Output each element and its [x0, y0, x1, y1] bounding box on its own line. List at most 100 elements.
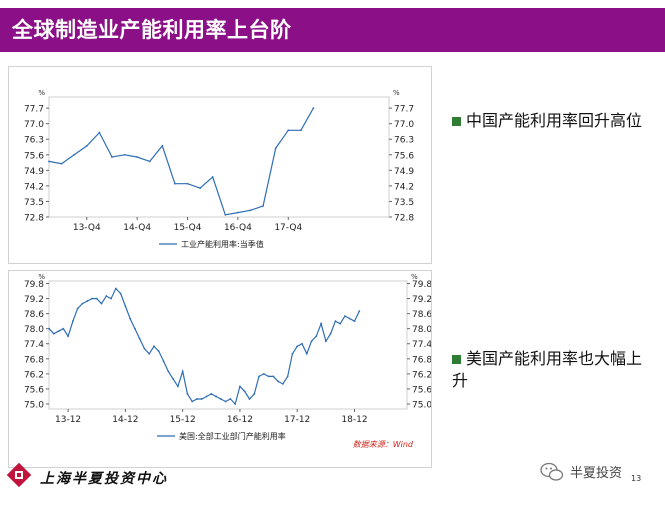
data-point	[181, 370, 184, 373]
slide-title: 全球制造业产能利用率上台阶	[12, 18, 292, 42]
data-point	[52, 332, 55, 335]
data-point	[272, 375, 275, 378]
data-point	[123, 153, 126, 156]
data-point	[296, 345, 299, 348]
bullet-china: 中国产能利用率回升高位	[452, 110, 652, 132]
bullet-square-icon	[452, 355, 461, 364]
data-point	[305, 352, 308, 355]
us-capacity-chart-panel: %% 79.8 79.8 79.2 79.2 78.6 78.6 78.0 78.0 77.4 77…	[8, 270, 432, 468]
y-unit-left: %	[38, 89, 45, 97]
data-point	[248, 398, 251, 400]
y-tick-label-left: 75.6	[24, 151, 44, 161]
data-point	[301, 342, 303, 345]
y-tick-label-left: 74.9	[24, 167, 44, 177]
legend-label: 美国:全部工业部门产能利用率	[179, 431, 286, 441]
x-tick-label: 14-Q4	[123, 223, 151, 233]
data-point	[172, 377, 175, 380]
y-tick-label-right: 79.2	[412, 295, 431, 305]
x-tick-label: 15-Q4	[174, 223, 202, 233]
bullet-text-china: 中国产能利用率回升高位	[466, 111, 643, 130]
y-tick-label-left: 73.5	[24, 198, 44, 208]
page-number: 13	[631, 474, 642, 483]
data-point	[211, 176, 214, 178]
data-point	[281, 383, 284, 385]
bullet-text-us: 美国产能利用率也大幅上升	[452, 349, 643, 390]
y-tick-label-left: 72.8	[24, 214, 44, 224]
data-point	[320, 322, 322, 325]
x-tick-label: 13-Q4	[73, 223, 101, 233]
data-point	[210, 393, 213, 395]
bullet-us: 美国产能利用率也大幅上升	[452, 348, 652, 392]
data-point	[167, 370, 170, 373]
y-tick-label-left: 75.0	[24, 400, 44, 410]
x-tick-label: 16-12	[227, 415, 253, 425]
data-point	[253, 393, 256, 395]
data-point	[148, 160, 151, 163]
y-tick-label-left: 79.8	[24, 280, 44, 290]
data-point	[334, 320, 337, 323]
data-point	[236, 211, 239, 214]
y-tick-label-left: 77.7	[24, 105, 44, 115]
legend-label: 工业产能利用率:当季值	[181, 239, 264, 249]
data-point	[81, 302, 84, 305]
company-name: 上海半夏投资中心	[40, 471, 168, 487]
data-point	[48, 160, 50, 163]
y-unit-right: %	[411, 273, 418, 281]
y-tick-label-right: 76.3	[394, 136, 414, 146]
data-point	[315, 335, 318, 338]
y-tick-label-right: 73.5	[394, 198, 414, 208]
data-point	[358, 310, 361, 313]
us-capacity-line-chart: % %79.8 79.879.2 79.278.6 78.678.0 78.077.4 77…	[24, 273, 432, 449]
y-tick-label-right: 72.8	[394, 214, 414, 224]
data-point	[224, 400, 227, 403]
y-tick-label-right: 77.4	[412, 340, 431, 350]
y-tick-label-left: 74.2	[24, 182, 44, 192]
data-point	[48, 327, 50, 330]
data-point	[234, 403, 237, 405]
series-line	[48, 107, 314, 216]
data-point	[267, 375, 270, 378]
data-point	[71, 320, 74, 323]
y-unit-left: %	[38, 273, 45, 281]
bullet-square-icon	[452, 117, 461, 126]
wechat-icon	[540, 462, 564, 481]
y-tick-label-left: 77.0	[24, 120, 44, 130]
data-point	[153, 345, 155, 348]
y-tick-label-right: 78.6	[412, 310, 431, 320]
data-point	[98, 131, 101, 134]
data-point	[57, 330, 60, 333]
data-point	[91, 297, 93, 300]
data-point	[291, 352, 294, 355]
data-point	[249, 209, 252, 212]
data-point	[73, 153, 76, 156]
data-point	[219, 398, 222, 400]
data-point	[134, 327, 136, 330]
x-tick-label: 13-12	[55, 415, 81, 425]
data-point	[138, 337, 141, 340]
data-point	[324, 340, 327, 343]
data-point	[299, 129, 302, 132]
data-point	[161, 144, 164, 147]
data-point	[353, 320, 356, 323]
data-point	[274, 147, 277, 150]
data-point	[344, 315, 346, 318]
data-point	[277, 380, 280, 383]
y-tick-label-right: 76.8	[412, 355, 431, 365]
data-point	[229, 398, 232, 400]
data-point	[124, 305, 127, 307]
data-point	[186, 182, 189, 185]
data-point	[310, 340, 313, 343]
china-capacity-line-chart: % % 77.7 77.7 77.0 77.0 76.3 76.3 75.6 75.6 74.9 74…	[24, 89, 414, 249]
data-point	[243, 390, 246, 393]
x-tick-label: 15-12	[170, 415, 196, 425]
y-tick-label-left: 76.2	[24, 370, 44, 380]
y-tick-label-left: 79.2	[24, 295, 44, 305]
data-point	[287, 129, 290, 132]
data-point	[60, 162, 63, 165]
y-tick-label-right: 79.8	[412, 280, 431, 290]
data-point	[258, 375, 260, 378]
data-point	[262, 204, 264, 207]
data-point	[162, 360, 165, 363]
y-tick-label-right: 78.0	[412, 325, 431, 335]
x-tick-label: 17-Q4	[274, 223, 302, 233]
